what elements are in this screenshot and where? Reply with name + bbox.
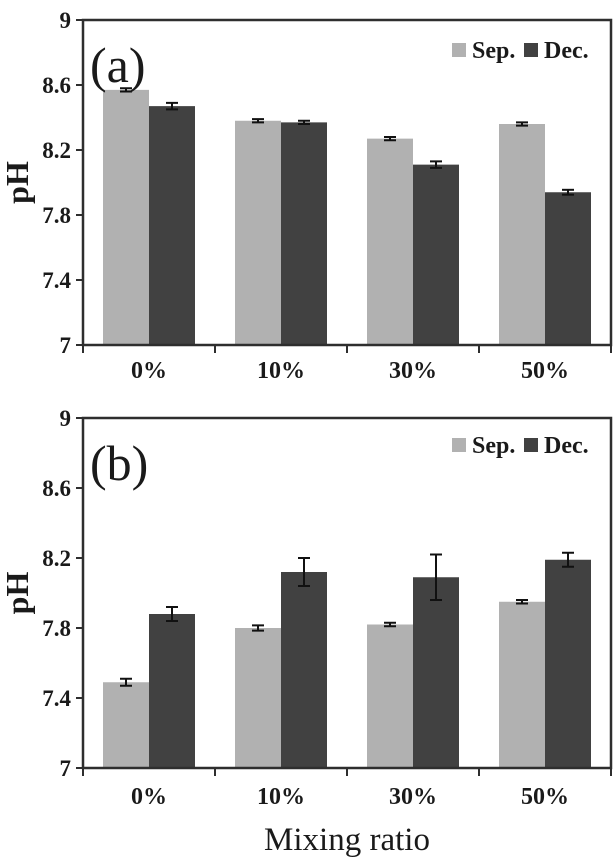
bar-sep-30% bbox=[367, 624, 413, 768]
y-tick-label: 9 bbox=[60, 8, 72, 33]
legend-swatch-sep bbox=[452, 438, 466, 452]
chart-a-figure: 7 7.4 7.8 8.2 8.6 9 0% 10% 30% 50% Sep. Dec. (a) pH bbox=[0, 0, 615, 405]
panel-label: (b) bbox=[90, 435, 148, 491]
bar-dec-10% bbox=[281, 122, 327, 345]
bar-sep-30% bbox=[367, 138, 413, 345]
y-tick-label: 9 bbox=[60, 406, 72, 431]
y-tick-label: 7.4 bbox=[42, 686, 71, 711]
x-category-label: 10% bbox=[257, 784, 305, 810]
y-tick-label: 7 bbox=[60, 333, 72, 358]
y-tick-label: 7.4 bbox=[42, 268, 71, 293]
x-category-label: 10% bbox=[257, 358, 305, 384]
bar-chart-panel-b: 7 7.4 7.8 8.2 8.6 9 0% 10% 30% 50% Sep. Dec. (b) pH Mi… bbox=[0, 406, 613, 858]
bar-dec-50% bbox=[545, 192, 591, 345]
legend-label-sep: Sep. bbox=[472, 433, 515, 459]
bar-sep-50% bbox=[499, 124, 545, 345]
bar-sep-50% bbox=[499, 601, 545, 768]
y-tick-label: 7.8 bbox=[42, 203, 71, 228]
y-tick-label: 8.6 bbox=[42, 476, 71, 501]
bar-chart-panel-a: 7 7.4 7.8 8.2 8.6 9 0% 10% 30% 50% Sep. Dec. (a) pH bbox=[0, 8, 613, 384]
y-axis-title: pH bbox=[0, 161, 35, 204]
y-tick-label: 8.2 bbox=[42, 138, 71, 163]
bar-dec-0% bbox=[149, 106, 195, 345]
x-category-label: 30% bbox=[389, 784, 437, 810]
x-category-label: 30% bbox=[389, 358, 437, 384]
y-tick-label: 7.8 bbox=[42, 616, 71, 641]
x-category-label: 0% bbox=[131, 358, 167, 384]
y-axis-title: pH bbox=[0, 572, 35, 615]
chart-b-figure: 7 7.4 7.8 8.2 8.6 9 0% 10% 30% 50% Sep. Dec. (b) pH Mi… bbox=[0, 405, 615, 863]
y-tick-label: 8.2 bbox=[42, 546, 71, 571]
bar-dec-30% bbox=[413, 164, 459, 345]
bar-dec-0% bbox=[149, 614, 195, 768]
y-tick-label: 8.6 bbox=[42, 73, 71, 98]
x-category-label: 50% bbox=[521, 358, 569, 384]
bar-sep-10% bbox=[235, 628, 281, 768]
legend-swatch-sep bbox=[452, 43, 466, 57]
legend-swatch-dec bbox=[524, 43, 538, 57]
bar-dec-10% bbox=[281, 572, 327, 768]
x-axis-title: Mixing ratio bbox=[264, 822, 430, 858]
bar-dec-30% bbox=[413, 577, 459, 768]
bar-dec-50% bbox=[545, 559, 591, 768]
legend-label-dec: Dec. bbox=[544, 433, 589, 459]
bar-sep-0% bbox=[103, 89, 149, 345]
panel-label: (a) bbox=[90, 37, 146, 93]
x-category-label: 50% bbox=[521, 784, 569, 810]
legend-label-sep: Sep. bbox=[472, 38, 515, 64]
legend-swatch-dec bbox=[524, 438, 538, 452]
bar-sep-0% bbox=[103, 682, 149, 768]
bar-sep-10% bbox=[235, 120, 281, 345]
y-tick-label: 7 bbox=[60, 756, 72, 781]
legend-label-dec: Dec. bbox=[544, 38, 589, 64]
x-category-label: 0% bbox=[131, 784, 167, 810]
